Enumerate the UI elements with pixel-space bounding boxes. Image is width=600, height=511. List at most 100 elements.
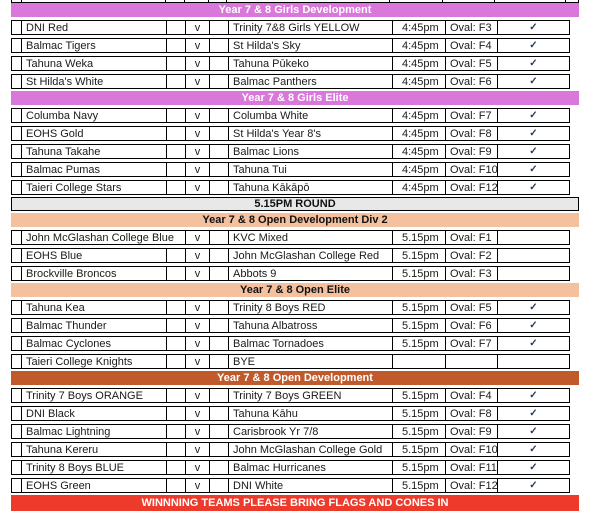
spacer-cell [209,300,229,315]
versus-cell: v [185,460,210,475]
spacer-cell [166,442,186,457]
spacer-cell [166,460,186,475]
time-cell: 5.15pm [392,478,446,493]
spacer-cell [209,424,229,439]
time-cell: 5.15pm [392,406,446,421]
spacer-cell [166,180,186,195]
section-header: Year 7 & 8 Girls Development [11,3,579,17]
versus-cell: v [185,388,210,403]
played-check-cell: ✓ [497,56,570,71]
played-check-cell: ✓ [497,478,570,493]
time-cell: 5.15pm [392,266,446,281]
away-team-cell: Trinity 8 Boys RED [228,300,393,315]
fixture-row: Balmac Tigers v St Hilda's Sky 4:45pm Oval: … [11,38,579,53]
away-team-cell: DNI White [228,478,393,493]
played-check-cell [497,230,570,245]
versus-cell: v [185,442,210,457]
oval-cell: Oval: F2 [445,248,498,263]
away-team-cell: John McGlashan College Gold [228,442,393,457]
oval-cell: Oval: F4 [445,388,498,403]
fixture-row: John McGlashan College Blue v KVC Mixed 5.1… [11,230,579,245]
fixture-row: EOHS Blue v John McGlashan College Red 5.15… [11,248,579,263]
fixture-row: EOHS Gold v St Hilda's Year 8's 4:45pm Oval:… [11,126,579,141]
fixture-row: Tahuna Takahe v Balmac Lions 4:45pm Oval: F9… [11,144,579,159]
section-header: Year 7 & 8 Girls Elite [11,91,579,105]
spacer-cell [166,354,186,369]
oval-cell [441,0,495,3]
spacer-cell [207,0,228,3]
table-row [11,0,579,3]
oval-cell: Oval: F8 [445,406,498,421]
home-team-cell: DNI Black [21,406,167,421]
fixture-row: Balmac Lightning v Carisbrook Yr 7/8 5.15pm… [11,424,579,439]
home-team-cell: Taieri College Stars [21,180,167,195]
played-check-cell: ✓ [497,442,570,457]
oval-cell: Oval: F12 [445,180,498,195]
home-team-cell: EOHS Green [21,478,167,493]
oval-cell: Oval: F7 [445,336,498,351]
versus-cell: v [185,38,210,53]
played-check-cell: ✓ [497,336,570,351]
spacer-cell [209,248,229,263]
versus-cell: v [185,108,210,123]
oval-cell: Oval: F11 [445,460,498,475]
spacer-cell [209,108,229,123]
spacer-cell [166,56,186,71]
away-team-cell: John McGlashan College Red [228,248,393,263]
home-team-cell: St Hilda's White [21,74,167,89]
played-check-cell: ✓ [497,406,570,421]
time-cell: 4:45pm [392,20,446,35]
oval-cell: Oval: F5 [445,300,498,315]
versus-cell: v [185,144,210,159]
home-team-cell: Balmac Thunder [21,318,167,333]
time-cell: 4:45pm [392,144,446,159]
fixture-row: Tahuna Kereru v John McGlashan College Gol… [11,442,579,457]
section-header: 5.15PM ROUND [11,197,579,211]
oval-cell [445,354,498,369]
fixture-row: Trinity 8 Boys BLUE v Balmac Hurricanes 5.1… [11,460,579,475]
home-team-cell: EOHS Blue [21,248,167,263]
spacer-cell [166,74,186,89]
fixture-row: Balmac Cyclones v Balmac Tornadoes 5.15pm Ov… [11,336,579,351]
spacer-cell [166,38,186,53]
versus-cell: v [185,478,210,493]
spacer-cell [166,424,186,439]
spacer-cell [209,460,229,475]
played-check-cell [497,354,570,369]
fixture-row: Tahuna Weka v Tahuna Pūkeko 4:45pm Oval: F5 ✓ [11,56,579,71]
away-team-cell: Balmac Panthers [228,74,393,89]
away-team-cell: Trinity 7&8 Girls YELLOW [228,20,393,35]
time-cell: 5.15pm [392,460,446,475]
fixture-row: EOHS Green v DNI White 5.15pm Oval: F12 ✓ [11,478,579,493]
oval-cell: Oval: F1 [445,230,498,245]
spacer-cell [166,300,186,315]
time-cell: 5.15pm [392,230,446,245]
versus-cell: v [185,266,210,281]
footer-banner: WINNNING TEAMS PLEASE BRING FLAGS AND CO… [11,495,579,511]
spacer-cell [166,144,186,159]
oval-cell: Oval: F9 [445,144,498,159]
away-team-cell: KVC Mixed [228,230,393,245]
versus-cell: v [185,126,210,141]
fixture-sheet: Year 7 & 8 Girls Development DNI Red v Trin… [11,0,579,511]
section-header: Year 7 & 8 Open Development Div 2 [11,213,579,227]
home-team-cell: Tahuna Takahe [21,144,167,159]
spacer-cell [565,0,579,3]
played-check-cell [497,248,570,263]
played-check-cell: ✓ [497,300,570,315]
home-team-cell: EOHS Gold [21,126,167,141]
spacer-cell [166,248,186,263]
time-cell: 5.15pm [392,318,446,333]
oval-cell: Oval: F12 [445,478,498,493]
versus-cell: v [185,424,210,439]
section-header: Year 7 & 8 Open Development [11,371,579,385]
spacer-cell [209,38,229,53]
away-team-cell: Columba White [228,108,393,123]
oval-cell: Oval: F3 [445,266,498,281]
home-team-cell: Tahuna Kea [21,300,167,315]
spacer-cell [209,336,229,351]
away-team-cell [226,0,391,3]
time-cell: 4:45pm [392,126,446,141]
fixture-row: Balmac Thunder v Tahuna Albatross 5.15pm Ova… [11,318,579,333]
spacer-cell [166,478,186,493]
